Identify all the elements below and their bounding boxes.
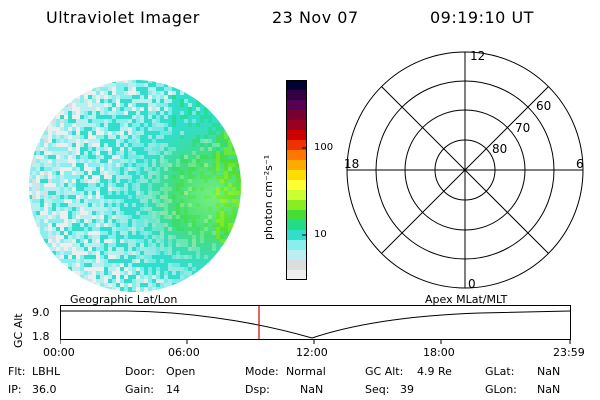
colorbar (286, 80, 307, 280)
glon-value: NaN (537, 383, 561, 396)
colorbar-cell (286, 240, 307, 251)
time-label: 09:19:10 UT (430, 8, 534, 27)
instrument-title: Ultraviolet Imager (46, 8, 200, 27)
colorbar-cell (286, 130, 307, 141)
lat-label-80: 80 (492, 142, 507, 156)
glon-label: GLon: (485, 383, 517, 396)
mode-label: Mode: (245, 365, 279, 378)
timeline-xtick-1200: 12:00 (296, 346, 328, 359)
mlt-label-0: 0 (468, 277, 476, 291)
colorbar-cell (286, 160, 307, 171)
colorbar-cell (286, 210, 307, 221)
mode-value: Normal (286, 365, 326, 378)
dsp-label: Dsp: (245, 383, 270, 396)
timeline-xtick-0600: 06:00 (168, 346, 200, 359)
timeline-left-header: Geographic Lat/Lon (70, 293, 178, 306)
timeline-axis-label: GC Alt (12, 313, 25, 348)
colorbar-cell (286, 80, 307, 91)
colorbar-cell (286, 170, 307, 181)
polar-grid: 12 18 6 0 60 70 80 (344, 49, 584, 291)
flt-value: LBHL (32, 365, 61, 378)
colorbar-cell (286, 200, 307, 211)
mlt-label-12: 12 (470, 49, 485, 63)
colorbar-cell (286, 230, 307, 241)
altitude-curve (60, 310, 571, 339)
timeline-xtick-0000: 00:00 (43, 346, 75, 359)
colorbar-cell (286, 90, 307, 101)
colorbar-units-label: photon cm⁻²s⁻¹ (262, 154, 275, 240)
lat-label-60: 60 (536, 99, 551, 113)
mlt-label-6: 6 (576, 157, 584, 171)
colorbar-tick-100: 100 (314, 142, 334, 153)
colorbar-tick-10: 10 (314, 229, 327, 240)
colorbar-cell (286, 120, 307, 131)
colorbar-cell (286, 270, 307, 280)
colorbar-cell (286, 100, 307, 111)
ip-label: IP: (8, 383, 22, 396)
seq-label: Seq: (365, 383, 390, 396)
colorbar-cell (286, 250, 307, 261)
gain-label: Gain: (125, 383, 154, 396)
date-label: 23 Nov 07 (272, 8, 359, 27)
glat-label: GLat: (485, 365, 515, 378)
door-value: Open (166, 365, 196, 378)
flt-label: Flt: (8, 365, 26, 378)
gain-value: 14 (166, 383, 180, 396)
timeline-xtick-2359: 23:59 (553, 346, 585, 359)
colorbar-cell (286, 150, 307, 161)
lat-label-70: 70 (515, 121, 530, 135)
glat-value: NaN (537, 365, 561, 378)
dsp-value: NaN (300, 383, 324, 396)
colorbar-cell (286, 110, 307, 121)
seq-value: 39 (400, 383, 414, 396)
gc-altitude-timeline (60, 305, 571, 344)
auroral-image-disk (29, 80, 241, 292)
mlt-label-18: 18 (344, 157, 359, 171)
timeline-xtick-1800: 18:00 (423, 346, 455, 359)
colorbar-cell (286, 180, 307, 191)
ip-value: 36.0 (32, 383, 57, 396)
timeline-right-header: Apex MLat/MLT (425, 293, 508, 306)
timeline-ytick-9: 9.0 (32, 306, 50, 319)
door-label: Door: (125, 365, 155, 378)
colorbar-cell (286, 260, 307, 271)
colorbar-cell (286, 140, 307, 151)
gcalt-label: GC Alt: (365, 365, 404, 378)
timeline-ytick-1.8: 1.8 (32, 330, 50, 343)
gcalt-value: 4.9 Re (417, 365, 452, 378)
colorbar-cell (286, 190, 307, 201)
colorbar-cell (286, 220, 307, 231)
